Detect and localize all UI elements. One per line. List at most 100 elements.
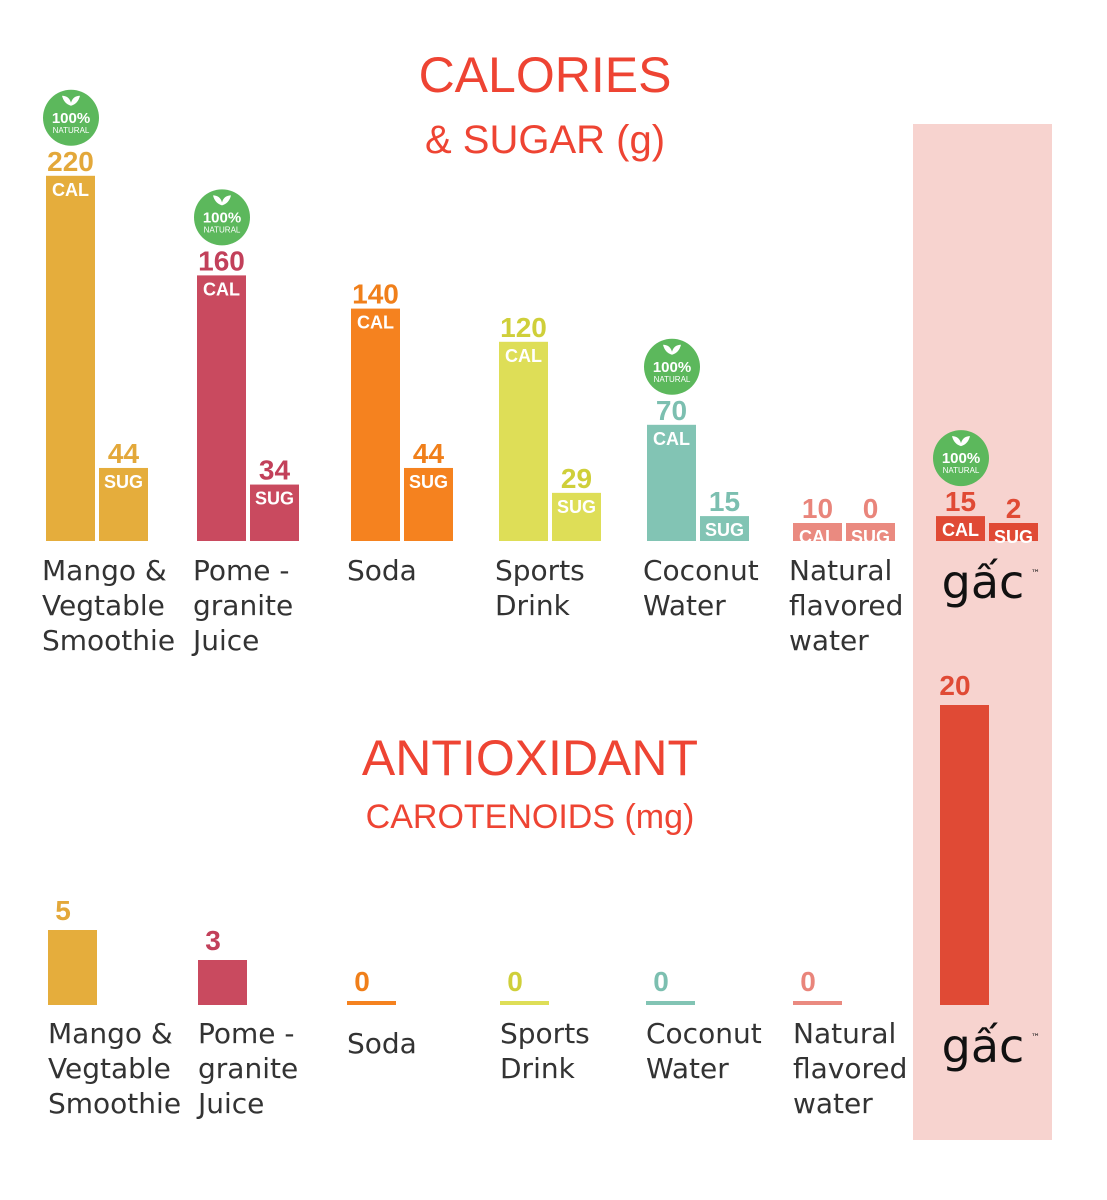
category-label: flavored xyxy=(793,1052,907,1085)
cal-unit-label: CAL xyxy=(505,346,542,366)
category-label: granite xyxy=(193,589,293,622)
cal-value-label: 120 xyxy=(500,312,547,343)
cal-unit-label: CAL xyxy=(653,429,690,449)
leaf-icon xyxy=(663,344,681,355)
badge-circle xyxy=(644,338,700,395)
badge-circle xyxy=(933,430,989,487)
category-label: Sports xyxy=(495,554,585,587)
badge-percent: 100% xyxy=(653,359,691,376)
natural-badge: 100%NATURAL xyxy=(933,430,989,487)
gac-logo-trademark: ™ xyxy=(1031,1033,1040,1043)
badge-natural: NATURAL xyxy=(654,375,691,384)
sug-bar xyxy=(846,523,895,541)
gac-logo: gấc ™ xyxy=(942,555,1040,609)
sug-unit-label: SUG xyxy=(557,497,596,517)
sug-value-label: 0 xyxy=(863,493,879,524)
category-label: Drink xyxy=(500,1052,576,1085)
gac-logo-text: gấc xyxy=(942,555,1025,609)
category-label: Water xyxy=(646,1052,729,1085)
sug-bar xyxy=(250,484,299,541)
category-label: Smoothie xyxy=(48,1087,181,1120)
carotenoid-value-label: 0 xyxy=(800,966,816,997)
cal-bar xyxy=(351,308,400,541)
cal-bar xyxy=(46,175,95,542)
carotenoid-value-label: 0 xyxy=(507,966,523,997)
category-label: Vegtable xyxy=(42,589,165,622)
category-label: Mango & xyxy=(48,1017,173,1050)
category-label: Pome - xyxy=(198,1017,295,1050)
carotenoid-group-soda: 0 Soda xyxy=(347,966,417,1060)
badge-percent: 100% xyxy=(52,110,90,127)
category-label: Vegtable xyxy=(48,1052,171,1085)
category-label: Smoothie xyxy=(42,624,175,657)
category-label: Natural xyxy=(789,554,892,587)
gac-logo-text: gấc xyxy=(942,1019,1025,1073)
category-label: Water xyxy=(643,589,726,622)
antioxidant-title: ANTIOXIDANT xyxy=(362,730,698,786)
badge-circle xyxy=(43,89,99,146)
cal-unit-label: CAL xyxy=(52,180,89,200)
cal-unit-label: CAL xyxy=(942,520,979,540)
cal-value-label: 160 xyxy=(198,245,245,276)
badge-natural: NATURAL xyxy=(53,126,90,135)
category-label: Soda xyxy=(347,1027,417,1060)
category-label: Mango & xyxy=(42,554,167,587)
sug-unit-label: SUG xyxy=(409,472,448,492)
cal-value-label: 140 xyxy=(352,279,399,310)
cal-unit-label: CAL xyxy=(799,527,836,547)
carotenoid-bar xyxy=(646,1001,695,1005)
sug-value-label: 44 xyxy=(108,438,140,469)
sug-value-label: 2 xyxy=(1006,493,1022,524)
sugar-subtitle: & SUGAR (g) xyxy=(425,118,665,162)
carotenoid-value-label: 5 xyxy=(55,895,71,926)
cal-bar xyxy=(197,275,246,541)
carotenoid-value-label: 3 xyxy=(205,925,221,956)
badge-percent: 100% xyxy=(203,209,241,226)
badge-percent: 100% xyxy=(942,450,980,467)
cal-bar xyxy=(499,341,548,541)
cal-unit-label: CAL xyxy=(203,279,240,299)
sug-unit-label: SUG xyxy=(255,489,294,509)
group-soda: CAL 140 SUG 44 Soda xyxy=(347,279,453,587)
gac-logo-trademark: ™ xyxy=(1031,569,1040,579)
sug-value-label: 34 xyxy=(259,455,291,486)
sug-bar xyxy=(404,467,453,541)
carotenoid-bar xyxy=(500,1001,549,1005)
gac-logo: gấc ™ xyxy=(942,1019,1040,1073)
badge-natural: NATURAL xyxy=(204,225,241,234)
badge-natural: NATURAL xyxy=(943,466,980,475)
carotenoid-bar xyxy=(793,1001,842,1005)
sug-value-label: 44 xyxy=(413,438,445,469)
calories-title: CALORIES xyxy=(419,47,672,103)
cal-value-label: 15 xyxy=(945,486,976,517)
badge-circle xyxy=(194,189,250,246)
natural-badge: 100%NATURAL xyxy=(194,189,250,246)
carotenoid-bar xyxy=(940,705,989,1005)
category-label: granite xyxy=(198,1052,298,1085)
category-label: Juice xyxy=(196,1087,264,1120)
sug-bar xyxy=(989,523,1038,541)
natural-badge: 100%NATURAL xyxy=(43,89,99,146)
carotenoid-bar xyxy=(48,930,97,1005)
cal-bar xyxy=(936,516,985,541)
leaf-icon xyxy=(213,195,231,206)
sug-bar xyxy=(700,516,749,541)
sug-unit-label: SUG xyxy=(994,527,1033,547)
sug-bar xyxy=(552,492,601,541)
cal-value-label: 70 xyxy=(656,395,687,426)
category-label: Coconut xyxy=(646,1017,762,1050)
leaf-icon xyxy=(952,436,970,447)
category-label: Coconut xyxy=(643,554,759,587)
category-label: Soda xyxy=(347,554,417,587)
carotenoid-value-label: 20 xyxy=(939,670,970,701)
